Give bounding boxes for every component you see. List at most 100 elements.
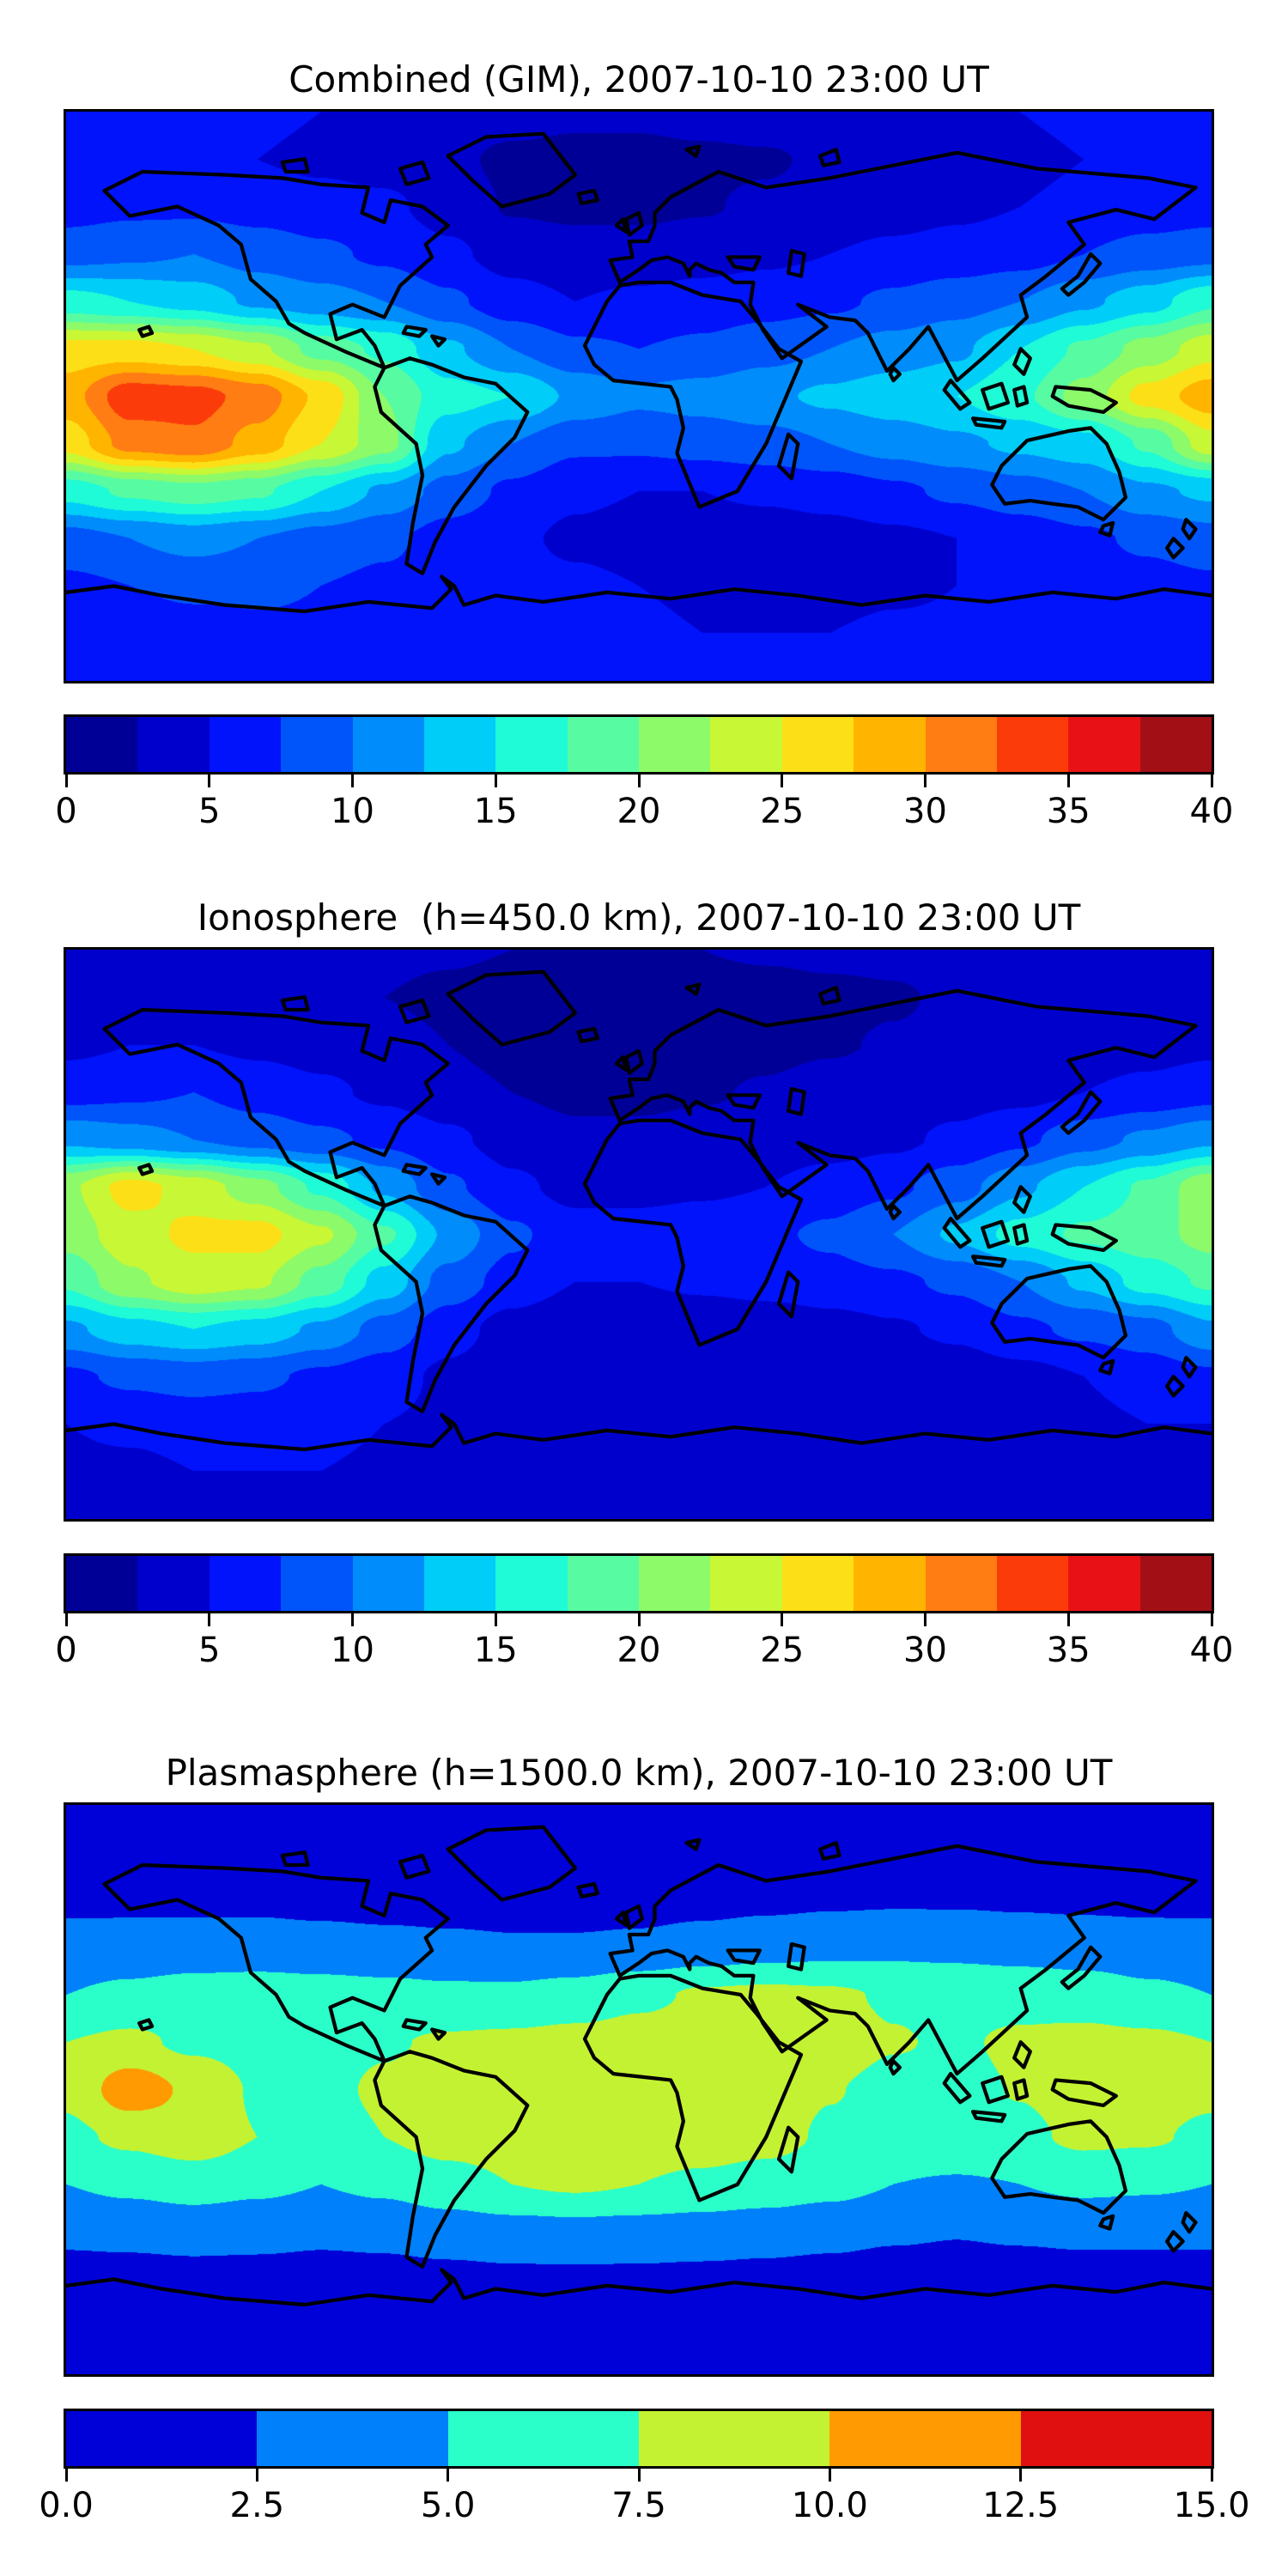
colorbar-tick-label: 10 [331, 1631, 374, 1670]
colorbar-tick [637, 775, 641, 787]
colorbar-tick-label: 20 [617, 792, 661, 831]
colorbar-segment [281, 1556, 353, 1611]
colorbar-tick-label: 5 [198, 1631, 221, 1670]
panel2-coastlines [66, 969, 1212, 1452]
panel2-map [64, 947, 1214, 1522]
colorbar-segment [925, 717, 997, 772]
panel3-title: Plasmasphere (h=1500.0 km), 2007-10-10 2… [165, 1752, 1113, 1794]
colorbar-segment [1020, 2411, 1212, 2466]
colorbar-segment [66, 717, 138, 772]
colorbar-tick-label: 40 [1189, 1631, 1234, 1670]
colorbar-segment [137, 717, 210, 772]
colorbar-segment [567, 1556, 639, 1611]
colorbar-tick [447, 2469, 450, 2482]
colorbar-tick [1066, 1613, 1070, 1626]
colorbar-tick [64, 1613, 68, 1626]
colorbar-tick [1210, 1613, 1213, 1626]
colorbar-tick [255, 2469, 258, 2482]
colorbar-segment [567, 717, 639, 772]
colorbar-tick-label: 10 [331, 792, 374, 831]
panel1-coastlines [66, 131, 1212, 614]
colorbar-segment [66, 2411, 258, 2466]
colorbar-tick [1066, 775, 1070, 787]
panel2-colorbar [64, 1553, 1214, 1613]
colorbar-tick [781, 1613, 784, 1626]
panel1-colorbar-ticks [64, 775, 1214, 788]
colorbar-segment [710, 1556, 782, 1611]
colorbar-segment [495, 1556, 568, 1611]
colorbar-tick [208, 775, 211, 787]
panel3-colorbar-labels: 0.0 2.5 5.0 7.5 10.0 12.5 15.0 [39, 2486, 1249, 2527]
colorbar-tick-label: 15.0 [1173, 2486, 1250, 2525]
colorbar-tick [494, 1613, 497, 1626]
colorbar-segment [423, 717, 496, 772]
colorbar-tick [351, 1613, 354, 1626]
colorbar-tick-label: 30 [903, 1631, 947, 1670]
colorbar-tick-label: 2.5 [229, 2486, 285, 2525]
colorbar-segment [639, 1556, 711, 1611]
colorbar-tick [1210, 775, 1213, 787]
colorbar-segment [781, 717, 854, 772]
panel3-colorbar [64, 2409, 1214, 2469]
colorbar-tick-label: 20 [617, 1631, 661, 1670]
panel2-colorbar-ticks [64, 1613, 1214, 1627]
colorbar-tick [351, 775, 354, 787]
panel2-title: Ionosphere (h=450.0 km), 2007-10-10 23:0… [197, 896, 1081, 939]
colorbar-tick-label: 35 [1046, 792, 1091, 831]
colorbar-tick [1210, 2469, 1213, 2482]
colorbar-tick-label: 7.5 [611, 2486, 666, 2525]
colorbar-segment [423, 1556, 496, 1611]
colorbar-tick [208, 1613, 211, 1626]
colorbar-segment [854, 1556, 926, 1611]
panel3-contour-plot [66, 1805, 1212, 2374]
colorbar-segment [281, 717, 353, 772]
colorbar-segment [996, 1556, 1069, 1611]
colorbar-segment [257, 2411, 448, 2466]
colorbar-tick-label: 40 [1189, 792, 1234, 831]
colorbar-tick [1019, 2469, 1023, 2482]
colorbar-tick [64, 2469, 68, 2482]
colorbar-segment [66, 1556, 138, 1611]
colorbar-segment [1068, 1556, 1140, 1611]
colorbar-segment [352, 717, 424, 772]
panel2-colorbar-labels: 0 5 10 15 20 25 30 35 40 [55, 1631, 1233, 1672]
colorbar-tick-label: 30 [903, 792, 947, 831]
colorbar-segment [854, 717, 926, 772]
colorbar-tick-label: 12.5 [982, 2486, 1060, 2525]
panel1-map [64, 109, 1214, 683]
panel1-title: Combined (GIM), 2007-10-10 23:00 UT [289, 58, 989, 100]
colorbar-segment [710, 717, 782, 772]
panel1-colorbar-labels: 0 5 10 15 20 25 30 35 40 [55, 792, 1233, 833]
colorbar-tick-label: 0 [55, 1631, 77, 1670]
panel1-contour-plot [66, 112, 1212, 681]
panel3-map [64, 1802, 1214, 2377]
colorbar-tick [64, 775, 68, 787]
colorbar-segment [1139, 717, 1212, 772]
colorbar-tick-label: 0.0 [39, 2486, 94, 2525]
colorbar-segment [1139, 1556, 1212, 1611]
panel2-contour-plot [66, 950, 1212, 1519]
colorbar-segment [447, 2411, 639, 2466]
colorbar-tick [637, 1613, 641, 1626]
colorbar-tick [924, 775, 927, 787]
colorbar-segment [639, 717, 711, 772]
colorbar-segment [1068, 717, 1140, 772]
colorbar-segment [137, 1556, 210, 1611]
colorbar-tick-label: 15 [473, 1631, 518, 1670]
colorbar-segment [352, 1556, 424, 1611]
panel3-colorbar-ticks [64, 2469, 1214, 2482]
panel1-colorbar [64, 714, 1214, 775]
colorbar-segment [495, 717, 568, 772]
colorbar-tick-label: 35 [1046, 1631, 1091, 1670]
colorbar-tick [924, 1613, 927, 1626]
colorbar-segment [638, 2411, 830, 2466]
colorbar-tick [637, 2469, 641, 2482]
colorbar-tick-label: 25 [760, 1631, 805, 1670]
colorbar-tick-label: 25 [760, 792, 805, 831]
colorbar-tick [494, 775, 497, 787]
colorbar-tick-label: 10.0 [791, 2486, 868, 2525]
colorbar-tick-label: 5.0 [420, 2486, 476, 2525]
colorbar-tick [828, 2469, 831, 2482]
colorbar-tick-label: 0 [55, 792, 77, 831]
